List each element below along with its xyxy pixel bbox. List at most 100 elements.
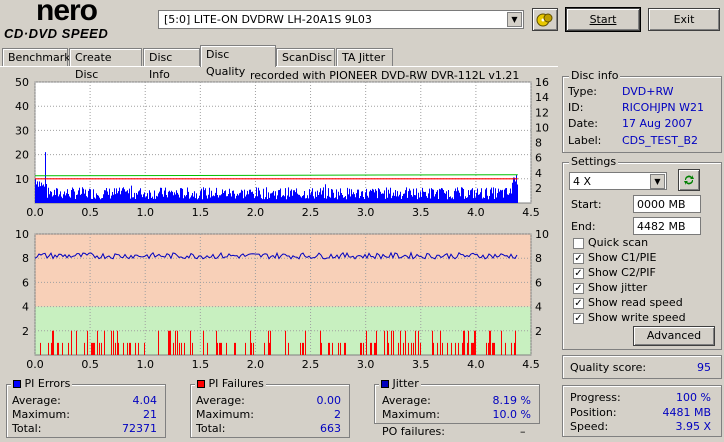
pi-failures-title: PI Failures xyxy=(208,377,264,390)
start-input[interactable]: 0000 MB xyxy=(633,195,701,213)
y-tick-label-right: 2 xyxy=(535,182,542,195)
chevron-down-icon[interactable]: ▼ xyxy=(507,12,522,27)
exit-button[interactable]: Exit xyxy=(648,8,720,31)
tab-disc-quality[interactable]: Disc Quality xyxy=(200,45,276,78)
y-tick-label-left: 8 xyxy=(22,252,29,265)
nero-logo: nero CD·DVD SPEED xyxy=(4,0,154,42)
jitter-title: Jitter xyxy=(392,377,419,390)
tab-panel xyxy=(0,66,558,442)
jitter-group: Jitter Average: 8.19 % Maximum: 10.0 % xyxy=(374,377,540,424)
start-button-label: Start xyxy=(589,13,617,26)
progress-group: Progress: 100 % Position: 4481 MB Speed:… xyxy=(562,385,722,437)
pi-failures-max: 2 xyxy=(334,408,341,421)
disc-refresh-icon xyxy=(536,13,553,27)
y-tick-label-right: 16 xyxy=(535,76,549,89)
y-tick-label-left: 30 xyxy=(15,124,29,137)
quick-scan-checkbox[interactable] xyxy=(573,238,584,249)
y-tick-label-left: 20 xyxy=(15,149,29,162)
start-button[interactable]: Start xyxy=(565,7,641,32)
y-tick-label-right: 10 xyxy=(535,121,549,134)
plot-area xyxy=(34,81,532,204)
show-write-speed-label: Show write speed xyxy=(588,311,686,324)
tab-disc-info[interactable]: Disc Info xyxy=(143,48,200,81)
x-tick-label: 2.5 xyxy=(302,206,320,219)
x-tick-label: 1.0 xyxy=(136,358,154,371)
x-tick-label: 2.5 xyxy=(302,358,320,371)
pi-errors-chart: 0.0 0.5 1.0 1.5 2.0 2.5 3.0 3.5 4.0 4.5 50 40 30 20 10… xyxy=(15,76,549,219)
plot-band-low xyxy=(35,306,531,355)
tab-scandisc[interactable]: ScanDisc xyxy=(276,48,335,66)
show-read-speed-label: Show read speed xyxy=(588,296,683,309)
disc-label-label: Label: xyxy=(568,134,602,147)
y-tick-label-right: 2 xyxy=(535,325,542,338)
quality-score-group: Quality score: 95 xyxy=(562,355,722,379)
x-tick-label: 3.5 xyxy=(412,358,430,371)
y-tick-label-left: 40 xyxy=(15,100,29,113)
pi-errors-avg: 4.04 xyxy=(132,394,158,407)
y-tick-label-left: 6 xyxy=(22,276,29,289)
y-tick-label-right: 4 xyxy=(535,167,542,180)
y-tick-label-left: 4 xyxy=(22,301,29,314)
eject-button[interactable] xyxy=(532,8,558,31)
y-tick-label-right: 14 xyxy=(535,91,549,104)
x-tick-label: 2.0 xyxy=(247,358,265,371)
jitter-avg-label: Average: xyxy=(382,394,431,407)
pi-failures-title-wrap: PI Failures xyxy=(195,377,266,390)
x-tick-label: 3.0 xyxy=(357,358,375,371)
y-tick-label-right: 12 xyxy=(535,106,549,119)
pi-errors-total: 72371 xyxy=(122,422,157,435)
pi-errors-total-label: Total: xyxy=(12,422,42,435)
advanced-button[interactable]: Advanced xyxy=(633,326,715,346)
drive-select[interactable]: [5:0] LITE-ON DVDRW LH-20A1S 9L03 ▼ xyxy=(158,10,524,29)
x-tick-label: 3.0 xyxy=(357,206,375,219)
y-tick-label-left: 50 xyxy=(15,76,29,89)
pi-failures-avg-label: Average: xyxy=(196,394,245,407)
disc-id-value: RICOHJPN W21 xyxy=(622,101,704,114)
pi-errors-max-label: Maximum: xyxy=(12,408,70,421)
x-tick-label: 0.0 xyxy=(26,206,44,219)
show-c1-pie-label: Show C1/PIE xyxy=(588,251,657,264)
po-failures-label: PO failures: xyxy=(382,425,445,438)
end-label: End: xyxy=(571,220,596,233)
x-tick-label: 1.0 xyxy=(136,206,154,219)
jitter-color-icon xyxy=(381,380,389,388)
tab-ta-jitter[interactable]: TA Jitter xyxy=(336,48,393,66)
y-tick-label-right: 8 xyxy=(535,252,542,265)
x-tick-label: 3.5 xyxy=(412,206,430,219)
show-c2-pif-label: Show C2/PIF xyxy=(588,266,656,279)
jitter-max: 10.0 % xyxy=(492,408,531,421)
pi-errors-title: PI Errors xyxy=(24,377,71,390)
jitter-line xyxy=(34,251,518,260)
tab-benchmark[interactable]: Benchmark xyxy=(2,48,71,66)
show-write-speed-checkbox[interactable]: ✓ xyxy=(573,313,584,324)
speed-select-value: 4 X xyxy=(573,175,592,188)
pi-failures-chart: 0.0 0.5 1.0 1.5 2.0 2.5 3.0 3.5 4.0 4.5 10 8 6 4 2 10 8 6… xyxy=(15,228,549,371)
pi-failures-max-label: Maximum: xyxy=(196,408,254,421)
speed-select[interactable]: 4 X ▼ xyxy=(569,172,667,190)
pi-failures-color-icon xyxy=(197,380,205,388)
y-tick-label-right: 8 xyxy=(535,137,542,150)
pi-errors-group: PI Errors Average: 4.04 Maximum: 21 Tota… xyxy=(6,377,166,438)
disc-date-label: Date: xyxy=(568,117,598,130)
jitter-avg: 8.19 % xyxy=(492,394,531,407)
show-c2-pif-checkbox[interactable]: ✓ xyxy=(573,268,584,279)
pi-errors-max: 21 xyxy=(143,408,157,421)
show-jitter-checkbox[interactable]: ✓ xyxy=(573,283,584,294)
x-tick-label: 4.0 xyxy=(467,358,485,371)
write-speed-line xyxy=(34,174,518,177)
tab-create-disc[interactable]: Create Disc xyxy=(69,48,142,81)
chevron-down-icon[interactable]: ▼ xyxy=(650,174,665,189)
start-label: Start: xyxy=(571,198,602,211)
show-read-speed-checkbox[interactable]: ✓ xyxy=(573,298,584,309)
quick-scan-label: Quick scan xyxy=(588,236,649,249)
progress-value: 100 % xyxy=(676,391,711,404)
plot-band-high xyxy=(35,234,531,307)
drive-select-value: [5:0] LITE-ON DVDRW LH-20A1S 9L03 xyxy=(164,13,372,26)
refresh-button[interactable] xyxy=(678,169,700,191)
pi-errors-avg-label: Average: xyxy=(12,394,61,407)
y-tick-label-right: 6 xyxy=(535,152,542,165)
disc-type-label: Type: xyxy=(568,85,597,98)
end-input[interactable]: 4482 MB xyxy=(633,217,701,235)
show-c1-pie-checkbox[interactable]: ✓ xyxy=(573,253,584,264)
logo-sub: CD·DVD SPEED xyxy=(4,26,109,41)
